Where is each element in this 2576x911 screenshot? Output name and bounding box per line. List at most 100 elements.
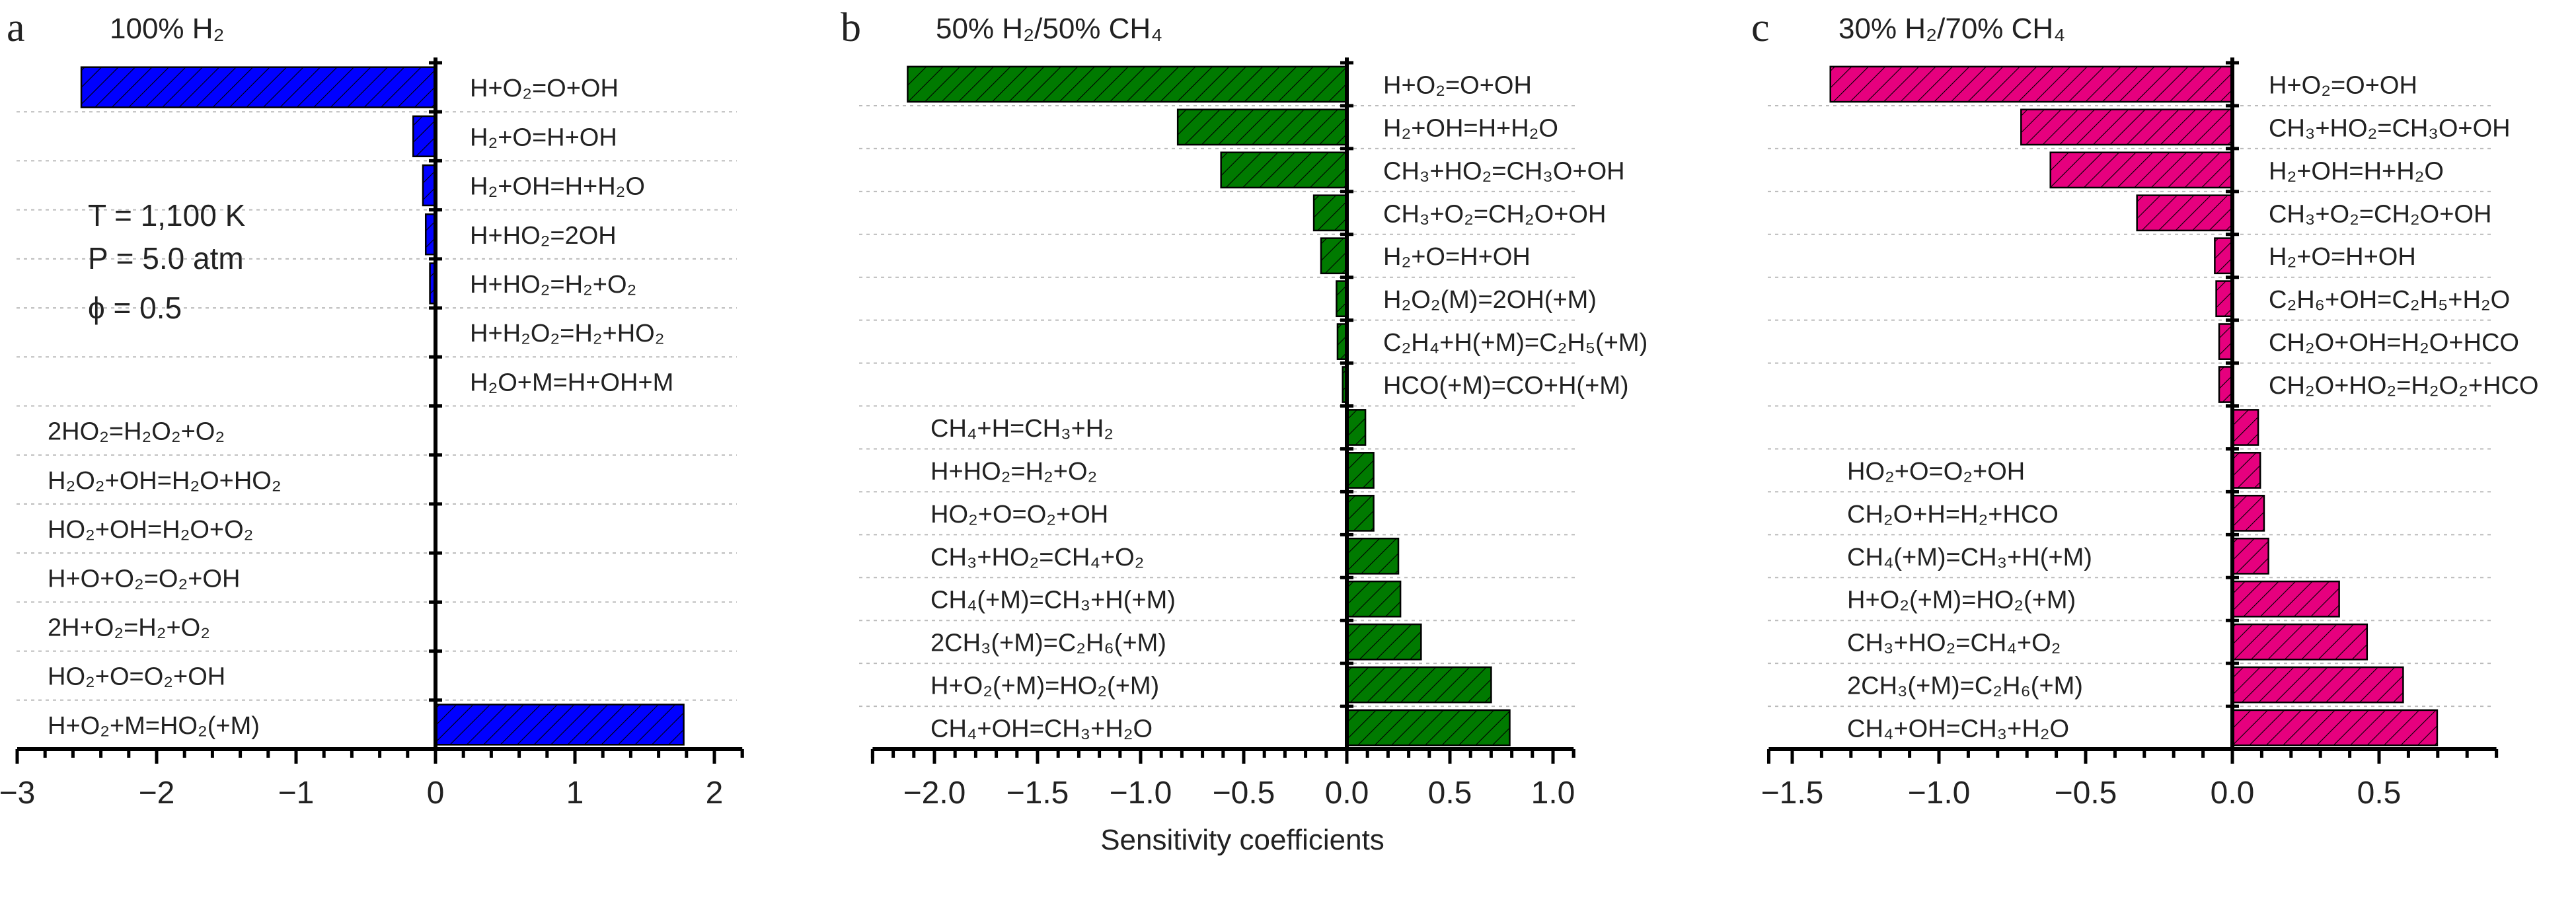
bar-label: H+O₂(+M)=HO₂(+M) bbox=[1847, 587, 2076, 614]
bar-label: 2CH₃(+M)=C₂H₆(+M) bbox=[930, 630, 1166, 657]
bar-label: CH₃+O₂=CH₂O+OH bbox=[1383, 200, 1606, 228]
bar-label: H+O₂(+M)=HO₂(+M) bbox=[930, 673, 1159, 700]
bar-label: H+O₂+M=HO₂(+M) bbox=[48, 712, 260, 740]
bar bbox=[2231, 580, 2340, 618]
bar-label: HO₂+OH=H₂O+O₂ bbox=[48, 516, 253, 544]
bar-label: H₂+O=H+OH bbox=[1383, 243, 1531, 271]
x-tick-label: −1.5 bbox=[1761, 776, 1824, 811]
x-tick-label: 0.0 bbox=[2211, 776, 2255, 811]
x-tick-label: −1.0 bbox=[1908, 776, 1971, 811]
bar-label: 2H+O₂=H₂+O₂ bbox=[48, 614, 210, 641]
condition-annotation: ϕ = 0.5 bbox=[88, 291, 182, 325]
bar-label: CH₃+O₂=CH₂O+OH bbox=[2269, 200, 2491, 228]
bar-label: H+HO₂=2OH bbox=[470, 222, 617, 250]
panel-title: 50% H₂/50% CH₄ bbox=[936, 13, 1162, 45]
bar bbox=[434, 704, 685, 746]
bar bbox=[412, 115, 437, 157]
bar bbox=[907, 65, 1348, 103]
x-tick-label: −1 bbox=[278, 776, 315, 811]
bar bbox=[2231, 494, 2265, 532]
bar-label: HO₂+O=O₂+OH bbox=[48, 663, 225, 691]
panel-title: 100% H₂ bbox=[110, 13, 225, 45]
bar bbox=[2214, 237, 2234, 275]
x-tick-label: 0.5 bbox=[1428, 776, 1472, 811]
bar-label: CH₄+OH=CH₃+H₂O bbox=[1847, 715, 2069, 743]
bar bbox=[2020, 108, 2234, 146]
bar-label: H₂+O=H+OH bbox=[470, 124, 617, 151]
bar bbox=[1176, 108, 1348, 146]
bar-label: H+HO₂=H₂+O₂ bbox=[930, 458, 1097, 486]
x-tick-label: −1.0 bbox=[1110, 776, 1172, 811]
panel-a: a 100% H₂ H+O₂=O+OH H₂+O=H+OH H₂+OH=H+H₂O H+H… bbox=[0, 5, 744, 811]
bar bbox=[1320, 237, 1348, 275]
bar-label: CH₄(+M)=CH₃+H(+M) bbox=[1847, 544, 2092, 571]
bar-label: H+O₂=O+OH bbox=[470, 75, 619, 102]
bar-label: H+O₂=O+OH bbox=[2269, 71, 2417, 99]
bar bbox=[80, 66, 437, 108]
bar-label: H+H₂O₂=H₂+HO₂ bbox=[470, 320, 664, 347]
bar-label: C₂H₄+H(+M)=C₂H₅(+M) bbox=[1383, 329, 1648, 357]
bar-label: HO₂+O=O₂+OH bbox=[930, 501, 1108, 528]
bar-label: CH₄+OH=CH₃+H₂O bbox=[930, 715, 1153, 743]
bar bbox=[1345, 623, 1422, 661]
panel-letter: a bbox=[7, 5, 25, 50]
panel-b: b 50% H₂/50% CH₄ H+O₂=O+OH H₂+OH=H+H₂O CH₃+H… bbox=[841, 5, 1648, 856]
x-tick-label: 0.0 bbox=[1325, 776, 1369, 811]
bar-label: HCO(+M)=CO+H(+M) bbox=[1383, 372, 1629, 400]
condition-annotation: T = 1,100 K bbox=[88, 198, 246, 233]
bar-label: CH₃+HO₂=CH₄+O₂ bbox=[930, 544, 1144, 571]
condition-annotation: P = 5.0 atm bbox=[88, 241, 244, 275]
x-tick-label: −0.5 bbox=[2055, 776, 2117, 811]
bar-label: H₂O₂(M)=2OH(+M) bbox=[1383, 286, 1597, 314]
bar-label: CH₂O+H=H₂+HCO bbox=[1847, 501, 2059, 528]
panel-c: c 30% H₂/70% CH₄ H+O₂=O+OH CH₃+HO₂=CH₃O+OH H… bbox=[1751, 5, 2538, 811]
bar-label: C₂H₆+OH=C₂H₅+H₂O bbox=[2269, 286, 2510, 314]
bar bbox=[1345, 537, 1400, 575]
bar-label: 2CH₃(+M)=C₂H₆(+M) bbox=[1847, 673, 2083, 700]
x-tick-label: 2 bbox=[706, 776, 724, 811]
bar-label: CH₃+HO₂=CH₄+O₂ bbox=[1847, 630, 2061, 657]
bar bbox=[2231, 537, 2269, 575]
bar bbox=[2231, 666, 2404, 704]
x-tick-label: 0.5 bbox=[2357, 776, 2402, 811]
bar bbox=[2049, 151, 2234, 189]
bar-label: H+HO₂=H₂+O₂ bbox=[470, 271, 636, 299]
x-axis-label: Sensitivity coefficients bbox=[1100, 824, 1384, 856]
x-tick-label: −3 bbox=[0, 776, 35, 811]
bar bbox=[2231, 409, 2259, 446]
bar-label: H₂+O=H+OH bbox=[2269, 243, 2416, 271]
bar-label: HO₂+O=O₂+OH bbox=[1847, 458, 2025, 486]
bar-label: H₂+OH=H+H₂O bbox=[1383, 114, 1558, 142]
bar bbox=[2136, 194, 2234, 232]
bar bbox=[2231, 623, 2368, 661]
x-tick-label: −2 bbox=[139, 776, 175, 811]
bar-label: H+O₂=O+OH bbox=[1383, 71, 1532, 99]
x-tick-label: 0 bbox=[427, 776, 445, 811]
bar bbox=[2215, 280, 2234, 318]
bar-label: CH₃+HO₂=CH₃O+OH bbox=[1383, 157, 1625, 185]
bar-label: H₂+OH=H+H₂O bbox=[2269, 157, 2444, 185]
bar-label: CH₄(+M)=CH₃+H(+M) bbox=[930, 587, 1176, 614]
x-tick-label: −1.5 bbox=[1006, 776, 1069, 811]
x-tick-label: 1.0 bbox=[1531, 776, 1575, 811]
bar-label: H₂O₂+OH=H₂O+HO₂ bbox=[48, 467, 282, 495]
bar bbox=[2231, 709, 2439, 747]
bar bbox=[1345, 409, 1367, 446]
bar bbox=[1345, 709, 1511, 747]
bar-label: H₂O+M=H+OH+M bbox=[470, 369, 673, 396]
bar bbox=[1345, 494, 1375, 532]
bar-label: CH₃+HO₂=CH₃O+OH bbox=[2269, 114, 2511, 142]
bar bbox=[1345, 666, 1492, 704]
bar bbox=[1345, 580, 1402, 618]
panel-title: 30% H₂/70% CH₄ bbox=[1838, 13, 2065, 45]
bar-label: H+O+O₂=O₂+OH bbox=[48, 565, 240, 593]
bar-label: CH₂O+OH=H₂O+HCO bbox=[2269, 329, 2519, 357]
panel-letter: b bbox=[841, 5, 861, 50]
x-tick-label: 1 bbox=[566, 776, 584, 811]
bar bbox=[1312, 194, 1348, 232]
bar bbox=[1829, 65, 2234, 103]
bar-label: H₂+OH=H+H₂O bbox=[470, 173, 645, 201]
bar-label: 2HO₂=H₂O₂+O₂ bbox=[48, 418, 225, 446]
x-tick-label: −0.5 bbox=[1213, 776, 1275, 811]
